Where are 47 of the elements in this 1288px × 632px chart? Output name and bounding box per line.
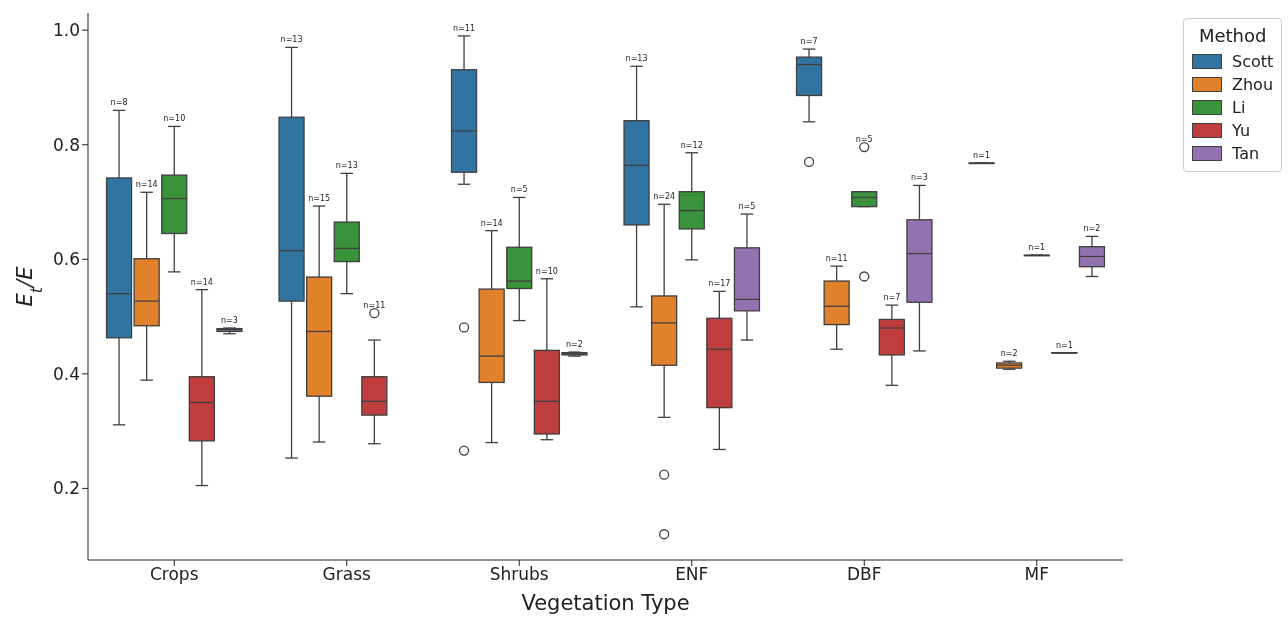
annotation: n=13 [335,161,358,171]
annotation: n=8 [110,98,128,108]
annotation: n=1 [1028,243,1046,253]
annotation: n=11 [453,23,476,33]
annotation: n=14 [480,218,503,228]
annotation: n=11 [825,254,848,264]
legend-label: Yu [1232,121,1251,140]
annotation: n=13 [625,54,648,64]
x-axis-title: Vegetation Type [521,591,690,615]
annotation: n=5 [510,185,528,195]
annotation: n=14 [135,180,158,190]
x-tick-label: MF [1024,564,1049,585]
y-tick-label: 0.8 [52,134,80,155]
legend-label: Li [1232,98,1246,117]
annotation: n=13 [280,35,303,45]
annotation: n=11 [363,301,386,311]
legend-label: Scott [1232,52,1274,71]
x-tick-label: Shrubs [489,564,549,585]
annotation: n=10 [535,266,558,276]
annotation: n=5 [855,135,873,145]
annotation: n=3 [911,173,928,183]
y-tick-label: 1.0 [52,20,80,41]
annotation: n=7 [883,293,901,303]
x-tick-label: ENF [675,564,709,585]
x-tick-label: DBF [846,564,882,585]
annotation: n=7 [800,37,818,47]
annotation: n=2 [566,340,583,350]
x-tick-label: Crops [149,564,199,585]
annotation: n=24 [653,192,676,202]
annotation: n=17 [708,279,731,289]
annotation: n=1 [1055,340,1073,350]
annotation: n=5 [738,202,756,212]
y-tick-label: 0.2 [52,478,80,499]
annotation: n=15 [308,194,331,204]
y-tick-label: 0.4 [52,363,80,384]
legend-title: Method [1197,25,1268,46]
x-tick-label: Grass [322,564,372,585]
annotation: n=2 [1000,349,1018,359]
annotation: n=3 [221,316,238,326]
annotation: n=12 [680,140,703,150]
annotation: n=2 [1083,224,1101,234]
annotation: n=10 [163,114,186,124]
y-tick-label: 0.6 [52,249,80,270]
legend-label: Tan [1232,144,1260,163]
legend-label: Zhou [1232,75,1274,94]
annotation: n=1 [973,151,990,161]
annotation: n=14 [190,277,213,287]
